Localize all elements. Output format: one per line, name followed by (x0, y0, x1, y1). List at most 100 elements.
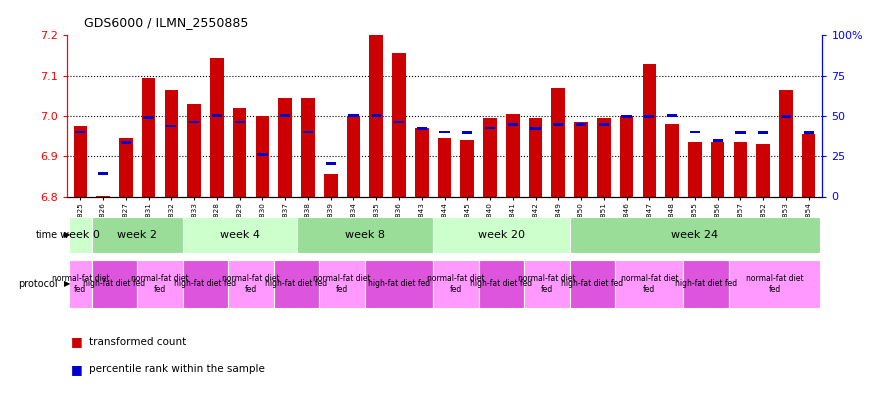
Bar (74, 126, 87, 196)
Bar (324, 174, 338, 196)
Text: normal-fat diet
fed: normal-fat diet fed (746, 274, 804, 294)
Bar (189, 121, 199, 123)
Text: transformed count: transformed count (89, 337, 186, 347)
Bar (712, 139, 723, 141)
Text: week 24: week 24 (671, 230, 718, 240)
Bar (256, 116, 269, 196)
Bar (98, 172, 108, 174)
Text: protocol: protocol (18, 279, 58, 289)
Bar (235, 121, 244, 123)
Bar (183, 260, 228, 307)
Text: ▶: ▶ (64, 230, 70, 239)
Bar (802, 134, 815, 196)
Bar (461, 140, 474, 196)
Bar (665, 124, 679, 196)
Text: normal-fat diet
fed: normal-fat diet fed (427, 274, 485, 294)
Text: normal-fat diet
fed: normal-fat diet fed (518, 274, 576, 294)
Bar (615, 260, 684, 307)
Bar (620, 116, 634, 196)
Bar (804, 131, 813, 134)
Bar (303, 130, 313, 134)
Bar (278, 98, 292, 196)
Text: normal-fat diet
fed: normal-fat diet fed (621, 274, 678, 294)
Bar (257, 153, 268, 156)
Text: time: time (36, 230, 58, 240)
Bar (597, 118, 611, 196)
Text: ▶: ▶ (64, 279, 70, 288)
Bar (735, 131, 746, 134)
Bar (779, 90, 793, 196)
Bar (228, 260, 274, 307)
Bar (76, 130, 85, 134)
Bar (210, 57, 224, 196)
Bar (370, 35, 383, 197)
Bar (508, 123, 518, 126)
Bar (347, 116, 360, 196)
Bar (551, 88, 565, 196)
Bar (274, 260, 319, 307)
Bar (183, 217, 297, 253)
Bar (212, 114, 222, 118)
Text: normal-fat diet
fed: normal-fat diet fed (52, 274, 109, 294)
Bar (433, 217, 570, 253)
Bar (478, 260, 525, 307)
Bar (711, 142, 725, 196)
Bar (280, 114, 291, 118)
Bar (143, 116, 154, 119)
Text: ■: ■ (71, 363, 83, 376)
Bar (531, 127, 541, 130)
Bar (758, 131, 768, 134)
Bar (348, 114, 358, 118)
Bar (484, 118, 497, 196)
Bar (570, 217, 820, 253)
Bar (433, 260, 478, 307)
Bar (141, 78, 156, 196)
Bar (69, 260, 92, 307)
Bar (667, 114, 677, 118)
Bar (688, 142, 701, 196)
Text: high-fat diet fed: high-fat diet fed (470, 279, 533, 288)
Bar (325, 162, 336, 165)
Bar (319, 260, 364, 307)
Bar (439, 130, 450, 134)
Bar (462, 131, 472, 134)
Bar (371, 114, 381, 118)
Bar (621, 115, 632, 118)
Text: week 2: week 2 (117, 230, 157, 240)
Bar (574, 122, 588, 196)
Bar (415, 128, 428, 196)
Text: high-fat diet fed: high-fat diet fed (174, 279, 236, 288)
Bar (394, 121, 404, 123)
Bar (529, 118, 542, 196)
Text: week 4: week 4 (220, 230, 260, 240)
Bar (417, 127, 427, 130)
Text: high-fat diet fed: high-fat diet fed (266, 279, 328, 288)
Text: ■: ■ (71, 335, 83, 349)
Bar (297, 217, 433, 253)
Bar (485, 127, 495, 129)
Bar (729, 260, 820, 307)
Bar (392, 53, 405, 196)
Bar (188, 104, 201, 196)
Bar (525, 260, 570, 307)
Bar (364, 260, 433, 307)
Text: week 20: week 20 (478, 230, 525, 240)
Bar (233, 108, 246, 196)
Bar (437, 138, 452, 196)
Bar (164, 90, 178, 196)
Bar (570, 260, 615, 307)
Bar (119, 138, 132, 196)
Text: week 8: week 8 (345, 230, 385, 240)
Bar (781, 115, 791, 118)
Bar (121, 141, 131, 143)
Bar (684, 260, 729, 307)
Bar (69, 217, 92, 253)
Bar (166, 125, 177, 127)
Text: week 0: week 0 (60, 230, 100, 240)
Text: high-fat diet fed: high-fat diet fed (675, 279, 737, 288)
Text: high-fat diet fed: high-fat diet fed (368, 279, 430, 288)
Bar (598, 123, 609, 126)
Text: percentile rank within the sample: percentile rank within the sample (89, 364, 265, 375)
Text: GDS6000 / ILMN_2550885: GDS6000 / ILMN_2550885 (84, 16, 249, 29)
Text: normal-fat diet
fed: normal-fat diet fed (313, 274, 371, 294)
